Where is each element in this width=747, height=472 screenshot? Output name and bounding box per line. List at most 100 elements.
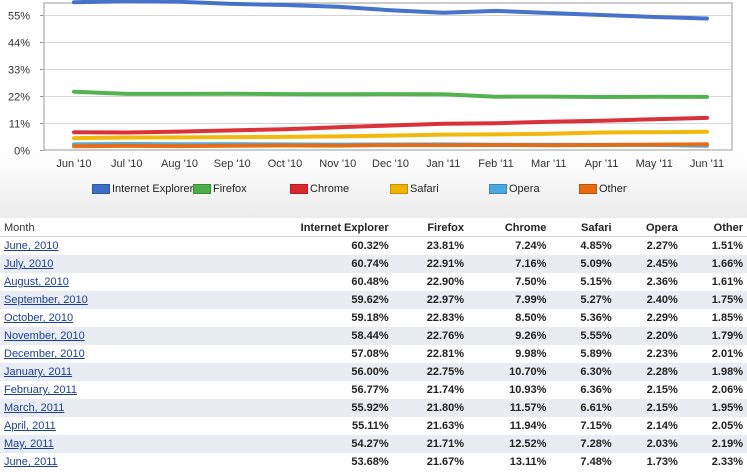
x-tick-label: Nov '10: [319, 158, 356, 170]
month-cell: April, 2011: [0, 417, 233, 435]
share-cell: 7.50%: [515, 276, 547, 288]
share-cell: 7.28%: [550, 435, 616, 453]
month-link[interactable]: August, 2010: [4, 276, 69, 288]
share-cell: 1.66%: [681, 255, 747, 273]
month-link[interactable]: February, 2011: [4, 384, 77, 396]
series-line-safari: [72, 129, 709, 141]
x-tick-label: Jul '10: [111, 158, 142, 170]
series-line-firefox: [72, 89, 709, 99]
x-tick-label: Dec '10: [372, 158, 409, 170]
month-link[interactable]: September, 2010: [4, 294, 88, 306]
share-cell: 2.01%: [711, 348, 743, 360]
table-row: September, 2010 59.62% 22.97% 7.99% 5.27% 2.4…: [0, 291, 747, 309]
legend-swatch: [390, 184, 408, 195]
share-cell: 13.11%: [509, 456, 547, 468]
legend-item: Opera: [489, 182, 540, 196]
share-cell: 5.36%: [580, 312, 612, 324]
share-cell: 60.74%: [233, 255, 393, 273]
x-tick-label: Jun '11: [690, 158, 724, 170]
month-cell: October, 2010: [0, 309, 233, 327]
legend-swatch: [92, 184, 110, 195]
share-cell: 2.19%: [681, 435, 747, 453]
table-row: November, 2010 58.44% 22.76% 9.26% 5.55% 2.20…: [0, 327, 747, 345]
month-link[interactable]: January, 2011: [4, 366, 73, 378]
legend-label: Chrome: [310, 183, 350, 196]
month-link[interactable]: June, 2011: [4, 456, 58, 468]
column-header: Other: [681, 219, 747, 237]
month-cell: August, 2010: [0, 273, 233, 291]
month-link[interactable]: October, 2010: [4, 312, 74, 324]
month-link[interactable]: November, 2010: [4, 330, 85, 342]
share-cell: 22.76%: [392, 327, 469, 345]
share-cell: 22.90%: [426, 276, 465, 288]
column-header: Chrome: [468, 219, 551, 237]
share-cell: 22.97%: [392, 291, 469, 309]
table-row: July, 2010 60.74% 22.91% 7.16% 5.09% 2.45% 1.6…: [0, 255, 747, 273]
share-cell: 5.55%: [550, 327, 616, 345]
share-cell: 12.52%: [468, 435, 551, 453]
share-cell: 7.15%: [580, 420, 612, 432]
share-cell: 23.81%: [426, 240, 465, 252]
legend-label: Firefox: [213, 183, 247, 196]
share-cell: 2.23%: [646, 348, 678, 360]
share-cell: 5.09%: [550, 255, 616, 273]
share-cell: 8.50%: [515, 312, 547, 324]
table-row: October, 2010 59.18% 22.83% 8.50% 5.36% 2.29%…: [0, 309, 747, 327]
month-link[interactable]: December, 2010: [4, 348, 85, 360]
column-header: Safari: [550, 219, 616, 237]
share-cell: 2.06%: [711, 384, 743, 396]
table-row: December, 2010 57.08% 22.81% 9.98% 5.89% 2.23…: [0, 345, 747, 363]
share-cell: 6.61%: [550, 399, 616, 417]
share-cell: 60.32%: [351, 240, 389, 252]
share-cell: 54.27%: [233, 435, 393, 453]
share-cell: 6.30%: [550, 363, 616, 381]
share-cell: 21.67%: [426, 456, 465, 468]
share-cell: 9.98%: [515, 348, 547, 360]
legend-label: Safari: [410, 183, 439, 196]
plot-frame: [43, 2, 733, 151]
column-header: Internet Explorer: [233, 219, 393, 237]
share-cell: 1.51%: [711, 240, 743, 252]
month-link[interactable]: July, 2010: [4, 258, 54, 270]
column-header: Firefox: [392, 219, 469, 237]
share-cell: 2.36%: [646, 276, 678, 288]
share-cell: 21.71%: [392, 435, 469, 453]
x-tick-label: Sep '10: [214, 158, 251, 170]
y-tick-label: 44%: [8, 38, 30, 50]
month-cell: May, 2011: [0, 435, 233, 453]
month-cell: February, 2011: [0, 381, 233, 399]
x-tick-label: Oct '10: [268, 158, 303, 170]
share-cell: 21.80%: [392, 399, 469, 417]
month-link[interactable]: May, 2011: [4, 438, 54, 450]
series-line-internet-explorer: [72, 0, 709, 21]
share-cell: 2.29%: [646, 312, 678, 324]
share-cell: 1.73%: [646, 456, 678, 468]
month-cell: June, 2010: [0, 237, 233, 256]
share-cell: 22.91%: [392, 255, 469, 273]
x-tick-label: Feb '11: [478, 158, 514, 170]
column-header: Month: [0, 219, 233, 237]
x-tick-label: Jun '10: [56, 158, 91, 170]
table-row: March, 2011 55.92% 21.80% 11.57% 6.61% 2.15% 1…: [0, 399, 747, 417]
share-cell: 2.03%: [615, 435, 682, 453]
table-row: February, 2011 56.77% 21.74% 10.93% 6.36% 2.1…: [0, 381, 747, 399]
x-tick-label: Aug '10: [161, 158, 198, 170]
share-cell: 2.33%: [711, 456, 743, 468]
share-cell: 22.75%: [392, 363, 469, 381]
table-row: June, 2010 60.32% 23.81% 7.24% 4.85% 2.27% 1.5…: [0, 237, 747, 256]
share-cell: 2.40%: [615, 291, 682, 309]
share-cell: 2.14%: [646, 420, 678, 432]
month-link[interactable]: April, 2011: [4, 420, 56, 432]
y-tick-label: 55%: [8, 11, 30, 23]
month-link[interactable]: June, 2010: [4, 240, 59, 252]
legend-swatch: [193, 184, 211, 195]
share-cell: 1.75%: [681, 291, 747, 309]
table-body: June, 2010 60.32% 23.81% 7.24% 4.85% 2.27% 1.5…: [0, 237, 747, 472]
share-cell: 1.98%: [681, 363, 747, 381]
line-chart: 55% 44% 33% 22% 11% 0% Jun '10 Jul '10 Aug '10 Se…: [8, 0, 733, 170]
share-cell: 59.62%: [233, 291, 393, 309]
share-cell: 55.92%: [233, 399, 393, 417]
share-cell: 4.85%: [580, 240, 612, 252]
month-cell: November, 2010: [0, 327, 233, 345]
month-link[interactable]: March, 2011: [4, 402, 65, 414]
